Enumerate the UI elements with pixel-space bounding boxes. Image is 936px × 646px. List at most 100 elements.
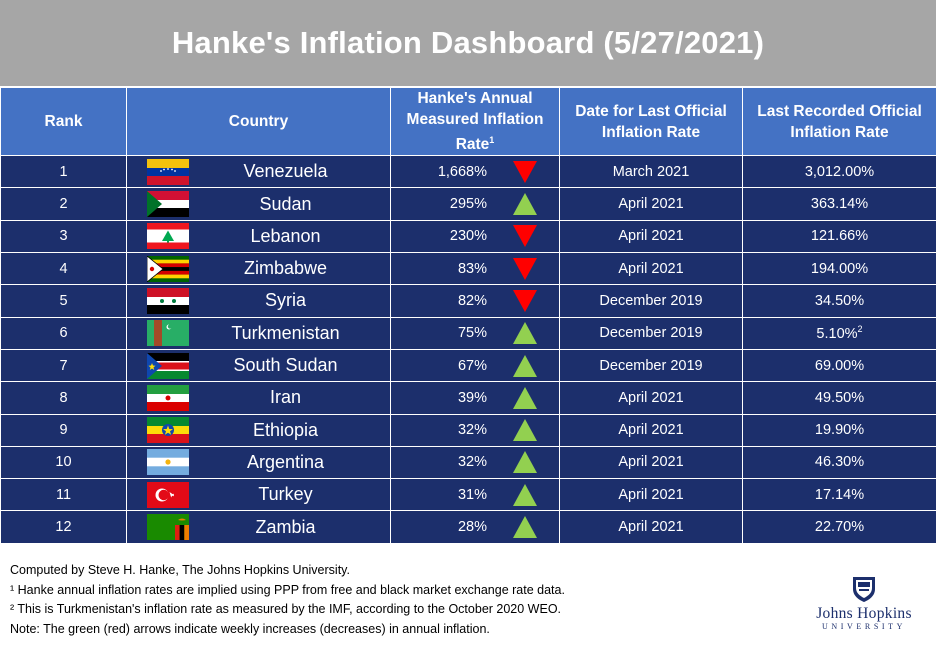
- hanke-header-line3: Rate: [455, 136, 490, 154]
- official-rate-header: Last Recorded Official Inflation Rate: [742, 86, 936, 157]
- official-rate-cell: 5.10%2: [742, 316, 936, 350]
- iran-flag-icon: [147, 384, 189, 411]
- up-arrow-icon: [513, 451, 537, 474]
- date-header-line1: Date for Last Official: [575, 102, 727, 120]
- down-arrow-icon: [513, 225, 537, 248]
- rank-value: 2: [59, 196, 68, 213]
- rank-value: 11: [55, 486, 72, 503]
- hanke-rate-value: 32%: [457, 454, 487, 471]
- jhu-logo: Johns Hopkins UNIVERSITY: [794, 575, 934, 631]
- country-name: South Sudan: [233, 355, 338, 376]
- hanke-rate-cell: 1,668%: [390, 155, 560, 189]
- hanke-rate-value: 82%: [457, 292, 487, 309]
- lebanon-flag-icon: [147, 223, 189, 250]
- country-cell: Iran: [126, 381, 391, 415]
- down-arrow-icon: [513, 257, 537, 280]
- date-value: April 2021: [618, 454, 684, 471]
- up-arrow-icon: [513, 322, 537, 345]
- zambia-flag-icon: [147, 514, 189, 541]
- official-rate-cell: 69.00%: [742, 348, 936, 383]
- date-cell: December 2019: [559, 348, 743, 383]
- official-rate-value: 22.70%: [814, 519, 865, 536]
- rank-value: 4: [59, 260, 68, 277]
- official-rate-value: 5.10%: [816, 326, 858, 343]
- ethiopia-flag-icon: [147, 417, 189, 444]
- table-row: 8 Iran 39% April 2021 49.50%: [0, 381, 936, 415]
- table-row: 3 Lebanon 230% April 2021 121.66%: [0, 219, 936, 254]
- hanke-rate-cell: 31%: [390, 478, 560, 512]
- hanke-rate-value: 39%: [457, 389, 487, 406]
- venezuela-flag-icon: [147, 158, 189, 185]
- official-rate-value: 363.14%: [810, 196, 869, 213]
- rank-cell: 8: [0, 381, 127, 415]
- rank-cell: 11: [0, 478, 127, 512]
- date-cell: March 2021: [559, 155, 743, 189]
- hanke-rate-header: Hanke's Annual Measured Inflation Rate1: [390, 86, 560, 157]
- rank-cell: 12: [0, 510, 127, 544]
- up-arrow-icon: [513, 516, 537, 539]
- rank-cell: 5: [0, 284, 127, 318]
- official-rate-cell: 49.50%: [742, 381, 936, 415]
- jhu-logo-name: Johns Hopkins: [816, 605, 912, 622]
- date-cell: April 2021: [559, 252, 743, 286]
- official-rate-value: 19.90%: [814, 422, 865, 439]
- down-arrow-icon: [513, 289, 537, 312]
- hanke-rate-value: 83%: [457, 260, 487, 277]
- syria-flag-icon: [147, 287, 189, 314]
- table-header-row: Rank Country Hanke's Annual Measured Inf…: [0, 86, 936, 157]
- footnote-2: ² This is Turkmenistan's inflation rate …: [10, 602, 562, 616]
- hanke-header-line1: Hanke's Annual: [417, 90, 533, 107]
- up-arrow-icon: [513, 419, 537, 442]
- official-rate-cell: 17.14%: [742, 478, 936, 512]
- up-arrow-icon: [513, 193, 537, 216]
- zimbabwe-flag-icon: [147, 255, 189, 282]
- country-name: Lebanon: [250, 225, 321, 246]
- hanke-rate-cell: 67%: [390, 348, 560, 383]
- date-cell: April 2021: [559, 445, 743, 480]
- country-name: Turkmenistan: [231, 322, 340, 343]
- rank-cell: 6: [0, 316, 127, 350]
- table-row: 10 Argentina 32% April 2021 46.30%: [0, 445, 936, 480]
- date-cell: December 2019: [559, 316, 743, 350]
- date-value: April 2021: [618, 389, 684, 406]
- date-value: April 2021: [618, 422, 684, 439]
- hanke-rate-value: 230%: [449, 228, 487, 245]
- country-name: Syria: [264, 290, 306, 311]
- argentina-flag-icon: [147, 449, 189, 476]
- official-rate-cell: 363.14%: [742, 187, 936, 221]
- country-cell: South Sudan: [126, 348, 391, 383]
- date-cell: April 2021: [559, 478, 743, 512]
- footnote-credit: Computed by Steve H. Hanke, The Johns Ho…: [10, 563, 350, 577]
- country-cell: Lebanon: [126, 219, 391, 254]
- country-name: Zambia: [255, 516, 316, 537]
- turkey-flag-icon: [147, 481, 189, 508]
- date-value: April 2021: [618, 486, 684, 503]
- official-rate-value: 194.00%: [810, 260, 869, 277]
- rank-value: 7: [59, 357, 68, 374]
- hanke-rate-value: 31%: [457, 486, 487, 503]
- official-rate-cell: 46.30%: [742, 445, 936, 480]
- rank-value: 6: [59, 325, 68, 342]
- official-header-line2: Inflation Rate: [790, 123, 889, 141]
- hanke-rate-value: 28%: [457, 519, 487, 536]
- hanke-rate-value: 1,668%: [437, 163, 487, 180]
- rank-cell: 2: [0, 187, 127, 221]
- rank-value: 12: [55, 519, 72, 536]
- table-body: 1 Venezuela 1,668% March 2021 3,012.00% 2 Suda…: [0, 155, 936, 544]
- hanke-rate-cell: 32%: [390, 445, 560, 480]
- date-cell: April 2021: [559, 219, 743, 254]
- rank-value: 10: [55, 454, 72, 471]
- hanke-rate-value: 75%: [457, 325, 487, 342]
- date-value: March 2021: [612, 163, 690, 180]
- date-value: April 2021: [618, 260, 684, 277]
- country-cell: Turkey: [126, 478, 391, 512]
- country-cell: Zambia: [126, 510, 391, 544]
- country-name: Venezuela: [243, 161, 328, 182]
- date-value: December 2019: [599, 292, 703, 309]
- official-rate-value: 3,012.00%: [804, 163, 875, 180]
- sudan-flag-icon: [147, 191, 189, 218]
- date-value: December 2019: [599, 357, 703, 374]
- rank-cell: 4: [0, 252, 127, 286]
- country-cell: Zimbabwe: [126, 252, 391, 286]
- table-row: 1 Venezuela 1,668% March 2021 3,012.00%: [0, 155, 936, 189]
